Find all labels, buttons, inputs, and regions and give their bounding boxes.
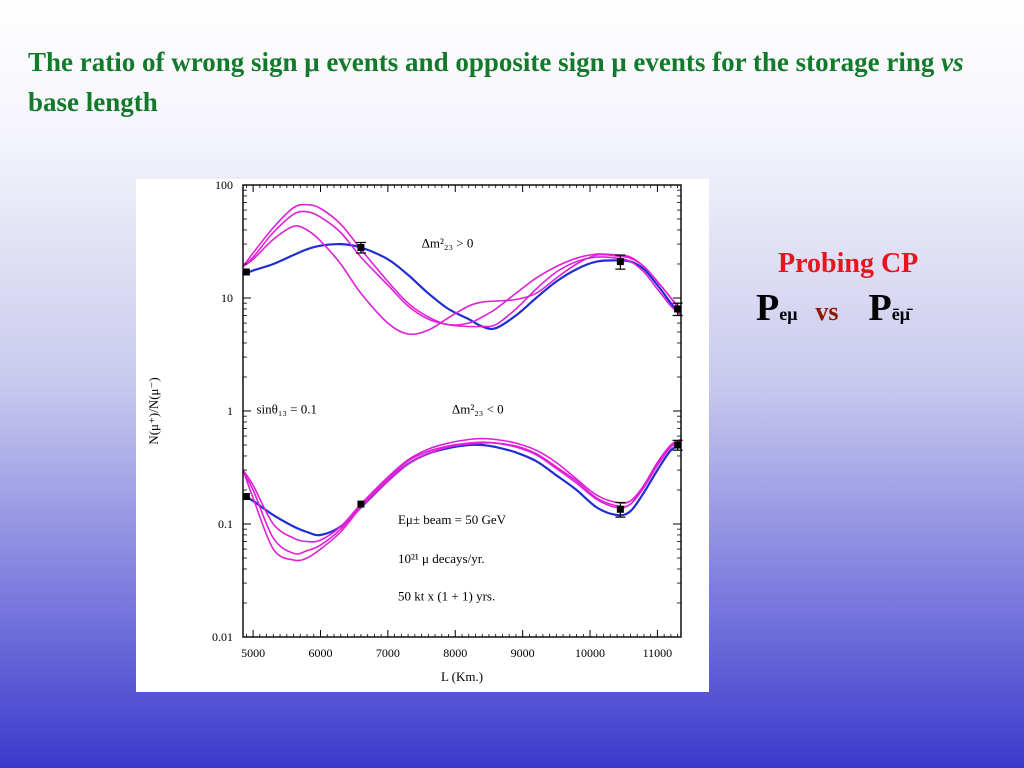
- p-right-letter: P: [868, 287, 892, 329]
- annotation-1: Δm²₂₃ > 0: [422, 235, 474, 250]
- p-right-subscript: ēμ̄: [891, 304, 910, 324]
- x-tick-label-8000: 8000: [443, 646, 467, 660]
- series-line-upper-1: [242, 242, 682, 331]
- annotation-2: sinθ₁₃ = 0.1: [256, 402, 317, 417]
- x-tick-label-9000: 9000: [511, 646, 535, 660]
- x-tick-label-7000: 7000: [376, 646, 400, 660]
- series-line-upper-3: [242, 210, 682, 328]
- title-part-1: The ratio of wrong sign μ events and opp…: [28, 47, 942, 77]
- series-line-upper-2: [242, 203, 682, 326]
- p-comparison: Peμ vs Pēμ̄: [756, 286, 910, 330]
- data-point-5: [242, 493, 250, 501]
- annotation-4: Eμ± beam = 50 GeV: [398, 512, 507, 527]
- side-note: Probing CP Peμ vs Pēμ̄: [740, 248, 980, 368]
- annotation-5: 10²¹ μ decays/yr.: [398, 551, 485, 566]
- y-tick-label-4: 0.01: [212, 630, 233, 644]
- annotation-6: 50 kt x (1 + 1) yrs.: [398, 589, 495, 604]
- data-point-1: [242, 268, 250, 276]
- series-line-lower-8: [242, 438, 682, 562]
- series-line-lower-5: [242, 443, 682, 537]
- y-tick-label-0: 100: [215, 179, 233, 192]
- chart-panel: 5000 6000 7000 8000 9000 10000 11000 100 10 1 0.1 0…: [136, 179, 709, 692]
- series-line-lower-7: [242, 441, 682, 555]
- y-tick-label-2: 1: [227, 404, 233, 418]
- x-tick-label-5000: 5000: [241, 646, 265, 660]
- y-axis-label: N(μ⁺)/N(μ⁻): [146, 377, 161, 444]
- annotation-3: Δm²₂₃ < 0: [452, 402, 504, 417]
- x-axis-label: L (Km.): [441, 669, 483, 684]
- title-part-3: base length: [28, 87, 158, 117]
- vs-label: vs: [815, 297, 839, 326]
- series-line-lower-6: [242, 437, 682, 543]
- x-tick-label-10000: 10000: [575, 646, 605, 660]
- x-tick-label-6000: 6000: [308, 646, 332, 660]
- x-tick-label-11000: 11000: [643, 646, 673, 660]
- p-left-subscript: eμ: [779, 304, 798, 324]
- p-left-letter: P: [756, 287, 780, 329]
- y-tick-label-1: 10: [221, 291, 233, 305]
- title-part-vs: vs: [941, 47, 964, 77]
- data-point-6: [357, 500, 365, 508]
- ratio-vs-baseline-chart: 5000 6000 7000 8000 9000 10000 11000 100 10 1 0.1 0…: [146, 179, 683, 684]
- y-tick-label-3: 0.1: [218, 517, 233, 531]
- series-line-upper-4: [242, 225, 682, 336]
- probing-cp-label: Probing CP: [778, 248, 919, 279]
- slide-title: The ratio of wrong sign μ events and opp…: [28, 42, 1008, 122]
